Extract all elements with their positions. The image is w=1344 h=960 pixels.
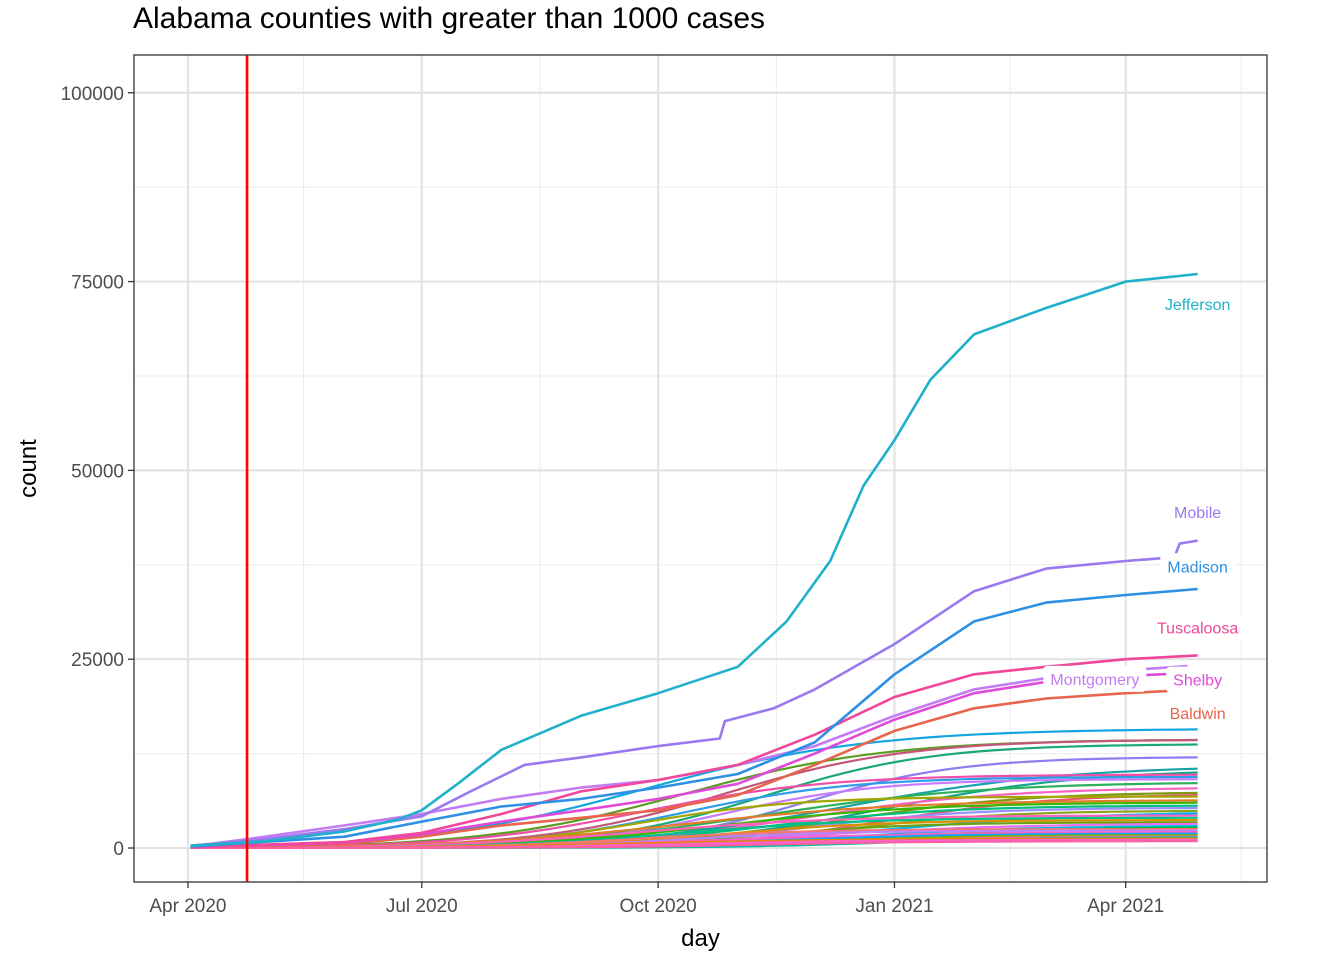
x-axis-ticks: Apr 2020 Jul 2020 Oct 2020 Jan 2021 Apr 2021 (149, 882, 1164, 917)
county-label-text: Baldwin (1170, 706, 1226, 723)
county-label-text: Montgomery (1050, 672, 1139, 689)
series-line-baldwin (190, 688, 1198, 849)
x-axis-title: day (681, 925, 720, 952)
y-tick-label: 25000 (71, 650, 124, 671)
county-label-jefferson: Jefferson (1157, 291, 1238, 318)
county-label-box (1160, 553, 1235, 580)
x-tick-label: Apr 2021 (1087, 896, 1164, 917)
county-label-mobile: Mobile (1167, 498, 1229, 525)
county-series-line (190, 840, 1198, 849)
background-series (190, 728, 1198, 849)
y-axis-ticks: 0 25000 50000 75000 100000 (61, 84, 134, 860)
chart-title: Alabama counties with greater than 1000 … (133, 2, 766, 35)
county-label-text: Mobile (1174, 505, 1221, 522)
series-line-mobile (190, 539, 1198, 847)
y-tick-label: 0 (113, 839, 124, 860)
y-axis-title: count (15, 439, 42, 498)
plot-background (134, 55, 1267, 882)
county-label-text: Madison (1167, 559, 1227, 576)
y-tick-label: 50000 (71, 461, 124, 482)
county-label-text: Tuscaloosa (1157, 620, 1238, 637)
county-label-box (1043, 665, 1147, 692)
county-label-shelby: Shelby (1166, 666, 1230, 693)
county-label-box (1157, 291, 1238, 318)
grid-lines (134, 55, 1267, 882)
series-line-jefferson (190, 272, 1198, 847)
county-label-box (1167, 498, 1229, 525)
series-line-madison (190, 587, 1198, 848)
y-tick-label: 75000 (71, 273, 124, 294)
county-label-box (1166, 666, 1230, 693)
x-tick-label: Oct 2020 (620, 896, 697, 917)
county-label-box (1162, 699, 1233, 726)
county-label-box (1150, 614, 1246, 641)
county-label-tuscaloosa: Tuscaloosa (1150, 614, 1246, 641)
plot-border (133, 54, 1268, 883)
x-tick-label: Jan 2021 (855, 896, 933, 917)
county-label-baldwin: Baldwin (1162, 699, 1233, 726)
county-label-madison: Madison (1160, 553, 1235, 580)
x-tick-label: Jul 2020 (386, 896, 458, 917)
y-tick-label: 100000 (61, 84, 124, 105)
county-label-text: Jefferson (1165, 297, 1231, 314)
county-label-text: Shelby (1173, 673, 1222, 690)
county-labels: Jefferson Mobile Madison Tuscaloosa Montgome… (1043, 291, 1246, 726)
county-label-montgomery: Montgomery (1043, 665, 1147, 692)
labeled-series (190, 272, 1198, 849)
x-tick-label: Apr 2020 (149, 896, 226, 917)
